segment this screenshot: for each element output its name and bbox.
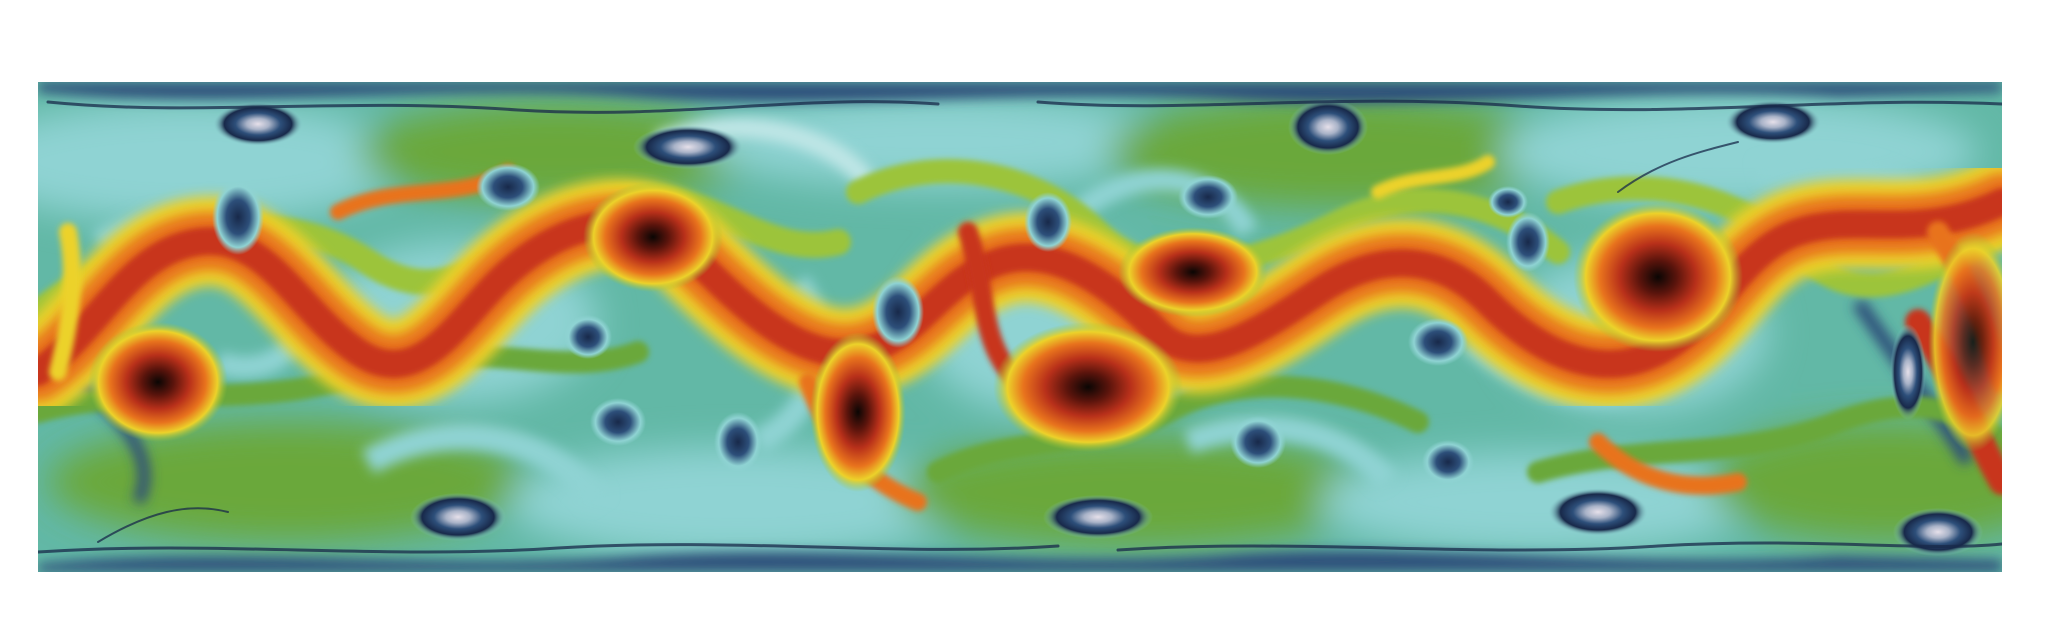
- cold-vortex-core: [410, 493, 506, 541]
- cold-vortex-core: [1725, 100, 1821, 144]
- blue-vortex-spot: [872, 276, 924, 348]
- wall-bands: [38, 82, 2002, 572]
- hot-vortex-core: [1928, 232, 2002, 452]
- blue-vortex-spot: [564, 315, 612, 359]
- blue-vortex-spot: [476, 163, 540, 211]
- blue-vortex-spot: [1408, 318, 1468, 366]
- vorticity-field-svg: [38, 82, 2002, 572]
- cold-vortex-core: [1890, 324, 1926, 420]
- fine-filaments: [38, 99, 2002, 554]
- blue-vortex-spot: [1422, 440, 1474, 484]
- cold-vortex-core: [213, 102, 303, 146]
- blue-vortex-spot: [590, 398, 646, 446]
- blue-vortex-spots: [212, 163, 1550, 484]
- hot-vortex-core: [810, 332, 906, 492]
- cold-vortex-core: [1288, 99, 1368, 155]
- blue-vortex-spot: [1024, 192, 1072, 252]
- hot-vortex-core: [1118, 227, 1268, 317]
- hot-vortex-core: [88, 322, 228, 442]
- blue-vortex-spot: [1488, 186, 1528, 218]
- cold-vortex-core: [633, 125, 743, 169]
- blue-vortex-spot: [1230, 416, 1286, 468]
- blue-vortex-spot: [714, 412, 762, 472]
- hot-vortex-core: [583, 182, 723, 292]
- vorticity-field-image: [38, 82, 2002, 572]
- cold-vortex-cores: [213, 99, 1983, 556]
- hot-band-red: [38, 188, 2002, 386]
- hot-vortex-core: [1573, 202, 1743, 352]
- hot-vortex-cores: [88, 182, 2002, 492]
- cold-vortex-core: [1548, 488, 1648, 536]
- blue-vortex-spot: [1178, 175, 1238, 219]
- blue-vortex-spot: [212, 179, 264, 255]
- hot-vortex-core: [993, 322, 1183, 452]
- blue-vortex-spot: [1506, 212, 1550, 272]
- cold-vortex-core: [1893, 508, 1983, 556]
- cold-vortex-core: [1043, 495, 1153, 539]
